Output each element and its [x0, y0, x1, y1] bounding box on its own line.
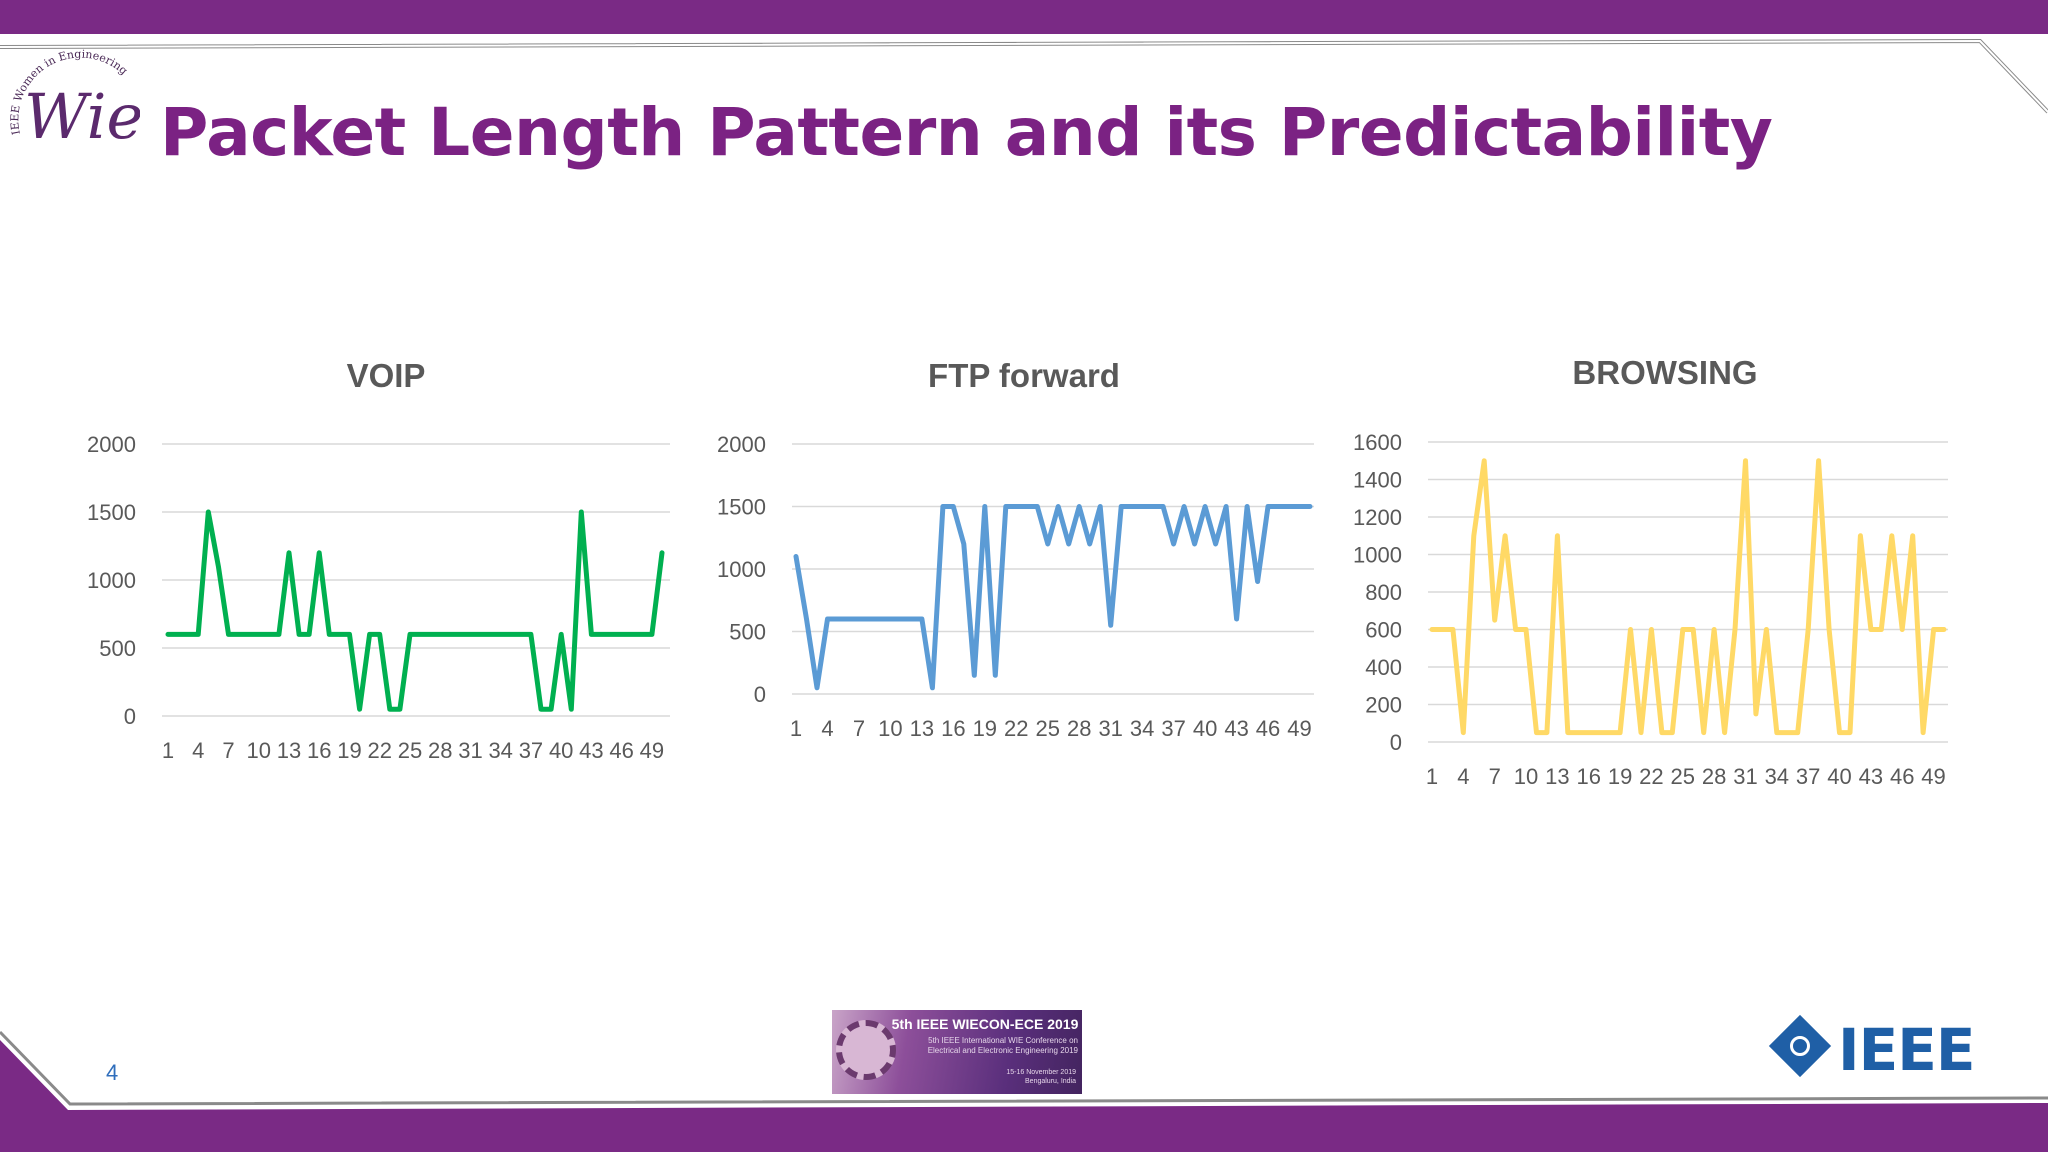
x-tick-label: 22 [1639, 764, 1663, 789]
y-tick-label: 400 [1365, 655, 1402, 680]
y-tick-label: 0 [754, 682, 766, 707]
x-tick-label: 1 [1426, 764, 1438, 789]
wie-logo: IEEE Women in Engineering Wie [8, 48, 140, 153]
x-tick-label: 19 [973, 716, 997, 741]
x-tick-label: 16 [941, 716, 965, 741]
y-tick-label: 600 [1365, 618, 1402, 643]
y-tick-label: 500 [99, 636, 136, 661]
series-line [1429, 458, 1947, 736]
x-tick-label: 4 [192, 738, 204, 763]
y-tick-label: 0 [124, 704, 136, 729]
y-tick-label: 1000 [717, 557, 766, 582]
x-tick-label: 49 [1287, 716, 1311, 741]
x-tick-label: 19 [337, 738, 361, 763]
x-tick-label: 43 [1224, 716, 1248, 741]
x-tick-label: 31 [1733, 764, 1757, 789]
x-tick-label: 4 [821, 716, 833, 741]
x-tick-label: 19 [1608, 764, 1632, 789]
y-tick-label: 800 [1365, 580, 1402, 605]
y-tick-label: 1500 [87, 500, 136, 525]
x-tick-label: 13 [910, 716, 934, 741]
conference-dates: 15-16 November 2019 Bengaluru, India [1006, 1069, 1076, 1085]
x-tick-label: 46 [1256, 716, 1280, 741]
x-tick-label: 46 [1890, 764, 1914, 789]
x-tick-label: 43 [1859, 764, 1883, 789]
x-tick-label: 13 [1545, 764, 1569, 789]
chart-title: FTP forward [928, 357, 1120, 394]
conference-subtitle: 5th IEEE International WIE Conference on… [927, 1036, 1078, 1055]
voip-chart: VOIP 0 500 1000 1500 2000 1 4 7 10 13 16 19 22 25 28 31… [87, 357, 670, 763]
conference-title: 5th IEEE WIECON-ECE 2019 [891, 1016, 1079, 1032]
y-tick-label: 200 [1365, 693, 1402, 718]
y-tick-label: 2000 [87, 432, 136, 457]
y-tick-label: 500 [729, 620, 766, 645]
x-tick-label: 7 [222, 738, 234, 763]
x-tick-label: 43 [579, 738, 603, 763]
series-line [793, 504, 1313, 691]
y-tick-label: 1200 [1353, 505, 1402, 530]
x-tick-label: 13 [277, 738, 301, 763]
x-tick-label: 31 [458, 738, 482, 763]
x-tick-label: 4 [1457, 764, 1469, 789]
x-tick-label: 34 [1765, 764, 1789, 789]
x-tick-label: 10 [878, 716, 902, 741]
ieee-kite-icon [1790, 1036, 1810, 1056]
x-tick-label: 49 [1921, 764, 1945, 789]
y-tick-label: 1600 [1353, 430, 1402, 455]
x-tick-label: 40 [1827, 764, 1851, 789]
y-tick-label: 1500 [717, 495, 766, 520]
slide-title: Packet Length Pattern and its Predictabi… [160, 94, 1773, 171]
x-tick-label: 1 [790, 716, 802, 741]
y-tick-label: 1400 [1353, 468, 1402, 493]
page-number: 4 [106, 1060, 119, 1085]
x-tick-label: 28 [428, 738, 452, 763]
x-tick-label: 34 [1130, 716, 1154, 741]
x-tick-label: 37 [1161, 716, 1185, 741]
x-tick-label: 22 [367, 738, 391, 763]
x-tick-label: 10 [246, 738, 270, 763]
x-tick-label: 28 [1067, 716, 1091, 741]
x-tick-label: 31 [1098, 716, 1122, 741]
gear-icon [836, 1020, 896, 1080]
x-tick-label: 46 [609, 738, 633, 763]
ftp-forward-chart: FTP forward 0 500 1000 1500 2000 1 4 7 10 13 16 19 2… [717, 357, 1314, 741]
top-accent-bar [0, 0, 2048, 34]
series-line [165, 509, 665, 712]
x-tick-label: 37 [519, 738, 543, 763]
y-tick-label: 2000 [717, 432, 766, 457]
x-tick-label: 10 [1514, 764, 1538, 789]
x-tick-label: 49 [640, 738, 664, 763]
chart-title: BROWSING [1572, 354, 1757, 391]
x-tick-label: 7 [853, 716, 865, 741]
x-tick-label: 28 [1702, 764, 1726, 789]
x-tick-label: 25 [398, 738, 422, 763]
y-tick-label: 0 [1390, 730, 1402, 755]
x-tick-label: 7 [1489, 764, 1501, 789]
x-tick-label: 25 [1671, 764, 1695, 789]
y-tick-label: 1000 [87, 568, 136, 593]
chart-title: VOIP [347, 357, 426, 394]
bottom-accent-bar [0, 1118, 2048, 1152]
x-tick-label: 22 [1004, 716, 1028, 741]
ieee-logo-text: IEEE [1838, 1016, 1975, 1084]
x-tick-label: 1 [162, 738, 174, 763]
conference-badge: 5th IEEE WIECON-ECE 2019 5th IEEE Intern… [832, 1010, 1082, 1094]
x-tick-label: 40 [549, 738, 573, 763]
x-tick-label: 40 [1193, 716, 1217, 741]
wie-logo-text: Wie [24, 80, 140, 153]
x-tick-label: 16 [307, 738, 331, 763]
x-tick-label: 37 [1796, 764, 1820, 789]
y-tick-label: 1000 [1353, 543, 1402, 568]
x-tick-label: 25 [1036, 716, 1060, 741]
x-tick-label: 34 [488, 738, 512, 763]
x-tick-label: 16 [1576, 764, 1600, 789]
